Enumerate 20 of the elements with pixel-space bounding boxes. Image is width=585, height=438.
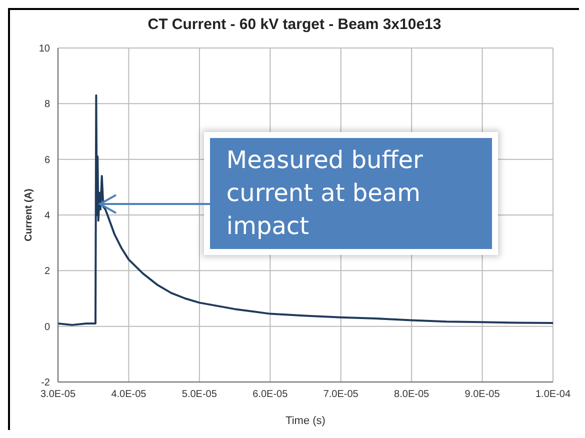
x-tick-label: 9.0E-05: [464, 389, 500, 400]
y-tick-label: 8: [44, 99, 50, 110]
line-series: [58, 94, 553, 326]
y-tick-label: 10: [38, 44, 50, 55]
x-tick-label: 1.0E-04: [535, 389, 571, 400]
callout-box: Measured buffer current at beam impact: [210, 138, 492, 249]
y-axis-title: Current (A): [24, 188, 35, 242]
x-tick-label: 3.0E-05: [40, 389, 76, 400]
x-tick-label: 8.0E-05: [394, 389, 430, 400]
x-axis-title: Time (s): [286, 415, 326, 427]
x-tick-label: 6.0E-05: [252, 389, 288, 400]
x-tick-label: 4.0E-05: [111, 389, 147, 400]
y-tick-label: 2: [44, 266, 50, 278]
x-tick-label: 5.0E-05: [182, 389, 218, 400]
y-tick-label: 0: [44, 322, 50, 333]
chart-title: CT Current - 60 kV target - Beam 3x10e13: [146, 16, 442, 33]
y-tick-label: -2: [41, 378, 50, 389]
x-tick-label: 7.0E-05: [323, 389, 359, 400]
y-tick-label: 4: [44, 210, 50, 222]
y-tick-label: 6: [44, 154, 50, 166]
